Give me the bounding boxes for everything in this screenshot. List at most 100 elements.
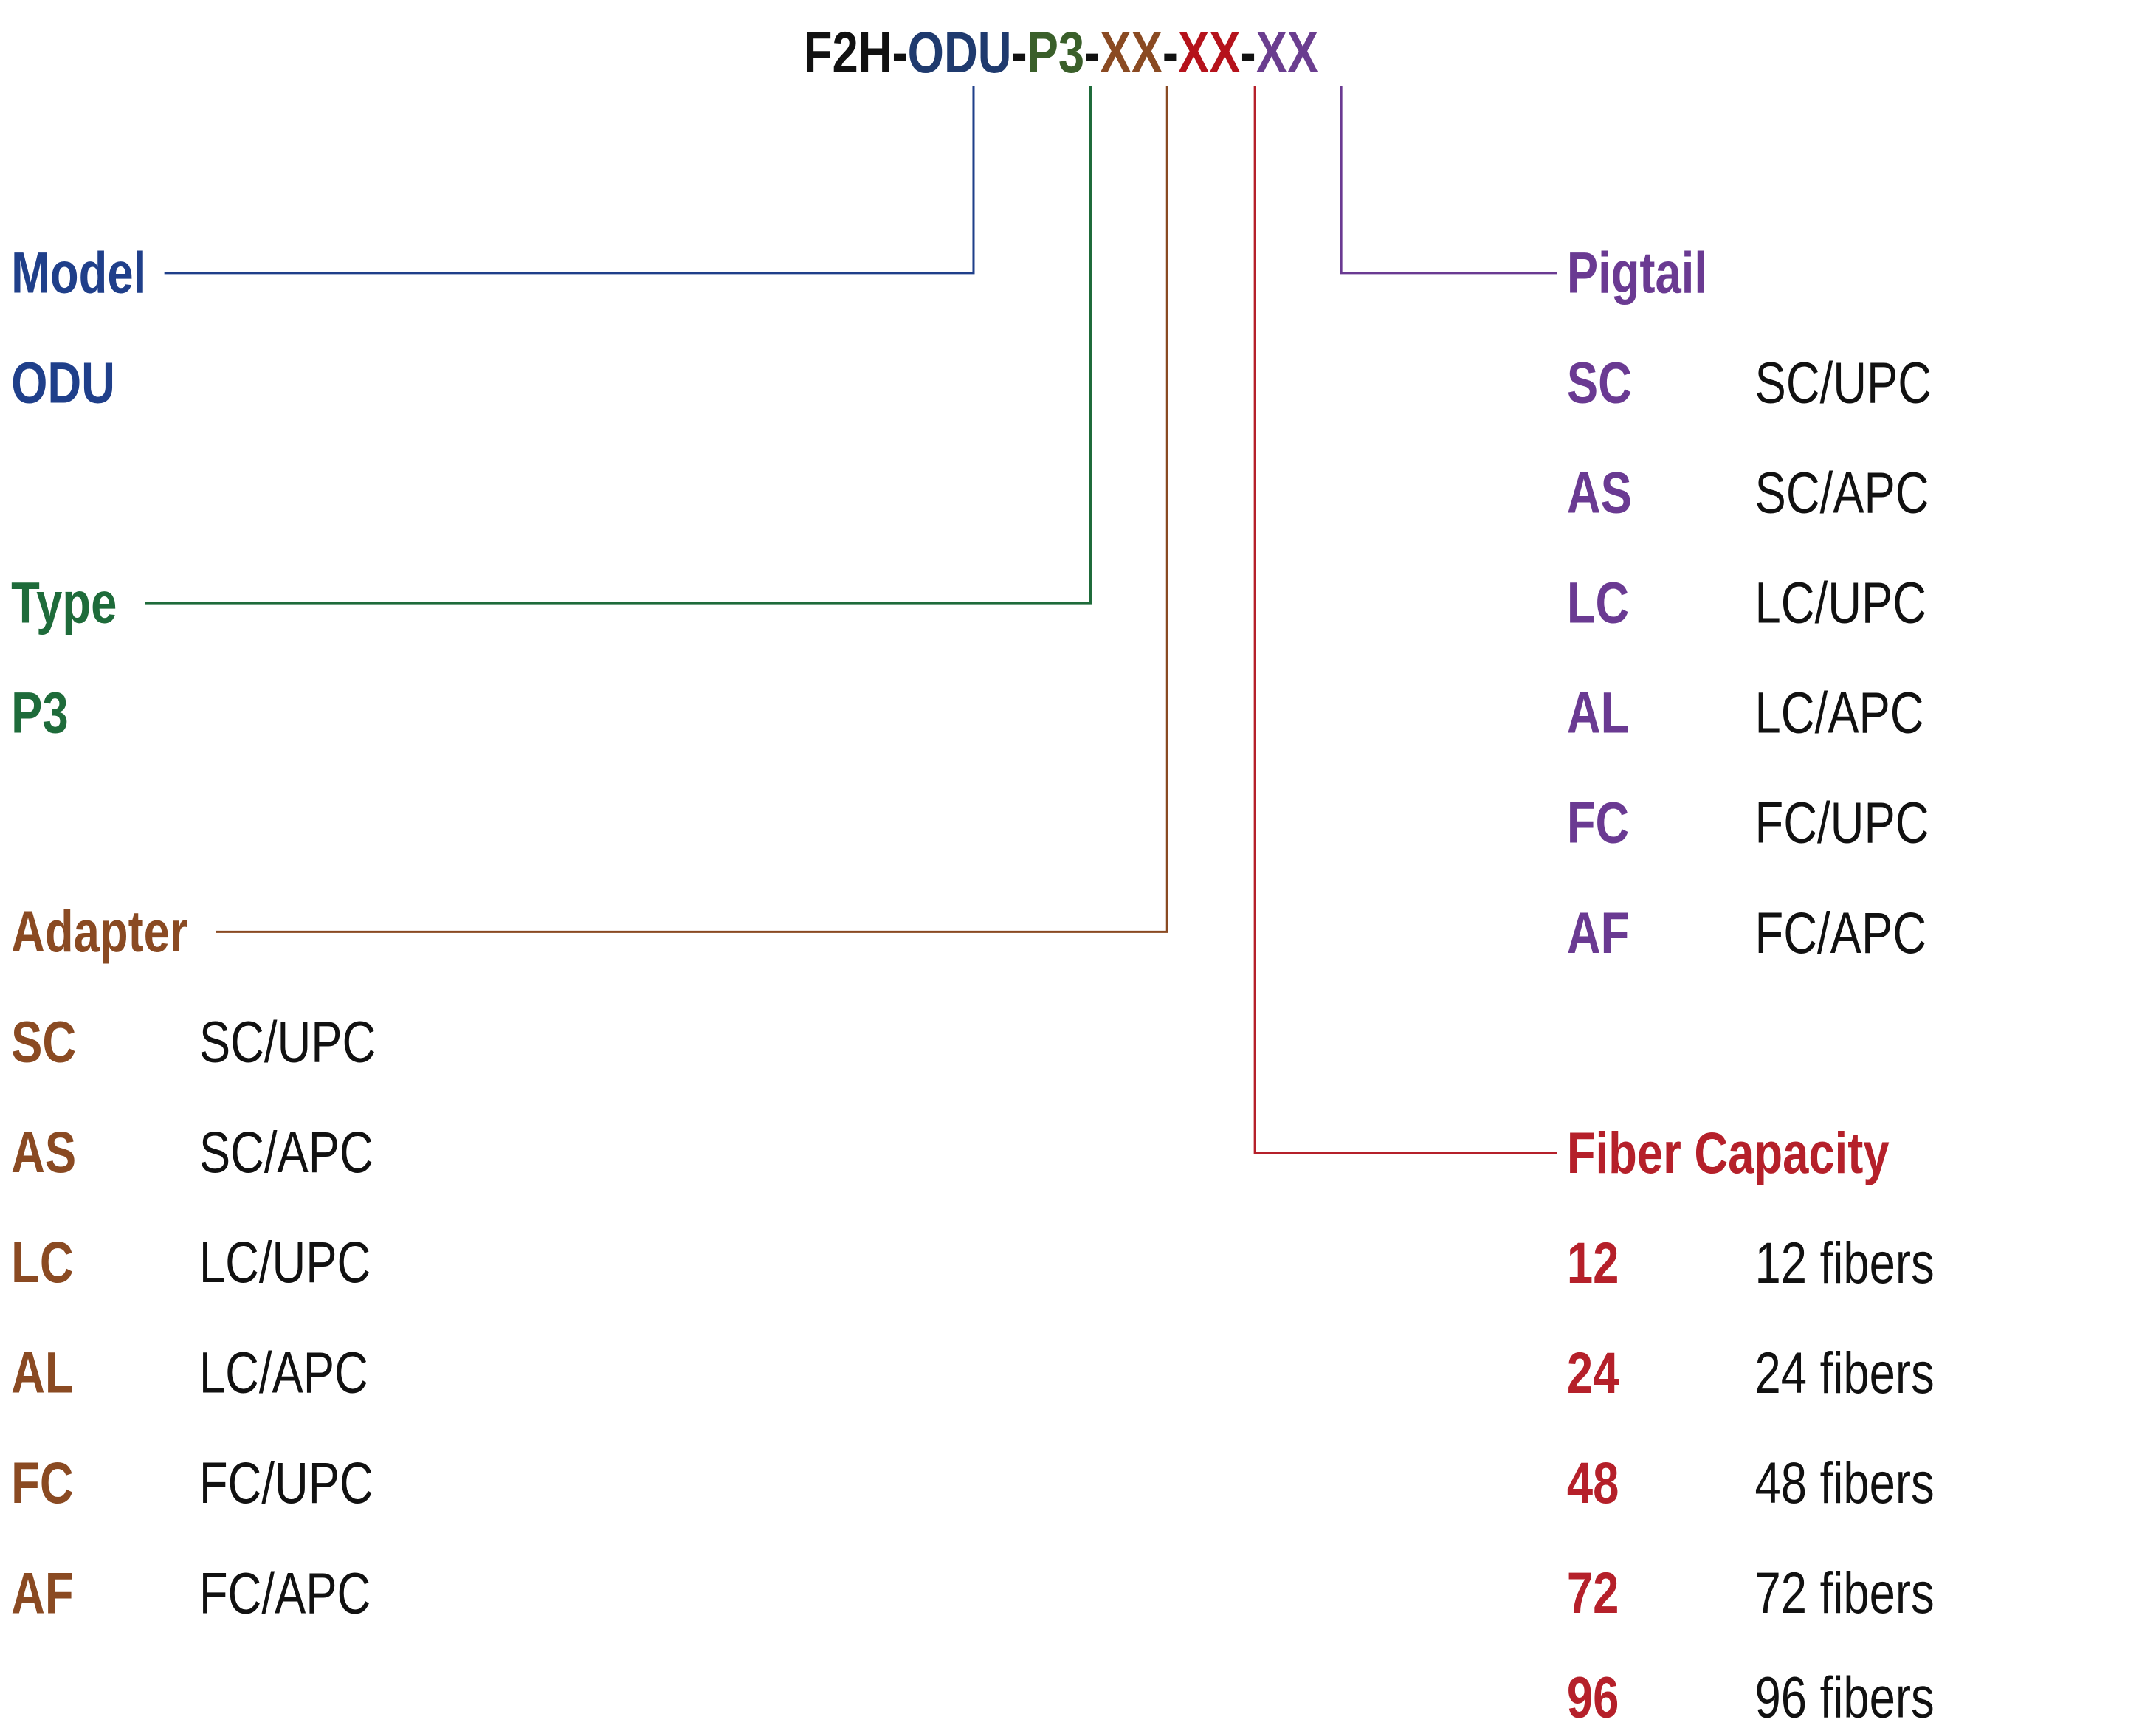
- option-code: FC: [11, 1450, 74, 1515]
- section-title: Pigtail: [1567, 241, 1707, 306]
- option-description-group: 24 fibers: [1755, 1340, 1935, 1405]
- option-description-group: FC/UPC: [1755, 791, 1929, 856]
- fiber-connector: [1253, 86, 1557, 1154]
- option-description-group: SC/APC: [1755, 461, 1929, 526]
- option-description-group: LC/UPC: [199, 1230, 371, 1295]
- adapter-connector: [216, 86, 1168, 933]
- option-description: 72 fibers: [1755, 1561, 1935, 1626]
- option-description-group: LC/UPC: [1755, 571, 1926, 636]
- code-segment: -: [1012, 21, 1027, 86]
- option-description: 96 fibers: [1755, 1665, 1935, 1728]
- option-description: LC/APC: [199, 1340, 368, 1405]
- option-description: LC/UPC: [1755, 571, 1926, 636]
- option-code-group: AL: [11, 1340, 74, 1405]
- option-description: LC/UPC: [199, 1230, 371, 1295]
- code-group: F2H-ODU-P3-XX-XX-XX: [804, 21, 1319, 86]
- option-code-group: FC: [1567, 791, 1630, 856]
- section-title-group: Type: [11, 571, 117, 636]
- option-code-group: AL: [1567, 681, 1630, 746]
- option-code: 24: [1567, 1340, 1619, 1405]
- code-segment: XX: [1178, 21, 1241, 86]
- option-description-group: FC/APC: [1755, 901, 1926, 965]
- option-code-group: SC: [1567, 351, 1632, 416]
- section-title: Model: [11, 241, 146, 306]
- option-code-group: 12: [1567, 1230, 1619, 1295]
- option-code-group: LC: [1567, 571, 1630, 636]
- option-code: ODU: [11, 351, 115, 416]
- option-code-group: LC: [11, 1230, 74, 1295]
- option-code: SC: [1567, 351, 1632, 416]
- option-description: FC/APC: [1755, 901, 1926, 965]
- option-description-group: FC/UPC: [199, 1450, 373, 1515]
- code-segment: -: [1163, 21, 1178, 86]
- option-code: AF: [1567, 901, 1630, 965]
- code-segment: -: [1241, 21, 1256, 86]
- option-code: SC: [11, 1010, 76, 1075]
- option-code: AS: [11, 1120, 76, 1185]
- option-code: AS: [1567, 461, 1632, 526]
- option-code: 48: [1567, 1450, 1619, 1515]
- option-code: AF: [11, 1561, 74, 1626]
- option-code-group: AS: [1567, 461, 1632, 526]
- labels: F2H-ODU-P3-XX-XX-XXModelODUTypeP3Adapter…: [11, 21, 1935, 1728]
- option-description: 48 fibers: [1755, 1450, 1935, 1515]
- option-code-group: ODU: [11, 351, 115, 416]
- option-code: 96: [1567, 1665, 1619, 1728]
- option-description-group: LC/APC: [1755, 681, 1924, 746]
- code-segment: ODU: [908, 21, 1012, 86]
- option-code-group: FC: [11, 1450, 74, 1515]
- option-description-group: SC/UPC: [199, 1010, 376, 1075]
- option-code-group: AF: [1567, 901, 1630, 965]
- option-description-group: 72 fibers: [1755, 1561, 1935, 1626]
- section-title-group: Model: [11, 241, 146, 306]
- option-code-group: 48: [1567, 1450, 1619, 1515]
- option-code-group: P3: [11, 681, 69, 746]
- option-description: FC/APC: [199, 1561, 371, 1626]
- code-segment: XX: [1100, 21, 1163, 86]
- option-code: P3: [11, 681, 69, 746]
- option-description: LC/APC: [1755, 681, 1924, 746]
- option-description: FC/UPC: [199, 1450, 373, 1515]
- part-code: F2H-ODU-P3-XX-XX-XX: [804, 21, 1319, 86]
- option-description: SC/UPC: [1755, 351, 1932, 416]
- section-title-group: Pigtail: [1567, 241, 1707, 306]
- option-code: LC: [1567, 571, 1630, 636]
- code-segment: P3: [1027, 21, 1085, 86]
- option-code-group: 96: [1567, 1665, 1619, 1728]
- option-description: SC/UPC: [199, 1010, 376, 1075]
- section-title-group: Fiber Capacity: [1567, 1121, 1890, 1185]
- option-description: SC/APC: [199, 1120, 373, 1185]
- section-title: Type: [11, 571, 117, 636]
- option-description: 24 fibers: [1755, 1340, 1935, 1405]
- option-code: 12: [1567, 1230, 1619, 1295]
- option-description-group: SC/APC: [199, 1120, 373, 1185]
- option-description-group: 12 fibers: [1755, 1230, 1935, 1295]
- option-code: 72: [1567, 1561, 1619, 1626]
- option-description-group: 96 fibers: [1755, 1665, 1935, 1728]
- option-description: FC/UPC: [1755, 791, 1929, 856]
- code-segment: F2H-: [804, 21, 908, 86]
- option-code-group: SC: [11, 1010, 76, 1075]
- model-connector: [164, 86, 975, 275]
- option-code: AL: [1567, 681, 1630, 746]
- section-title: Fiber Capacity: [1567, 1121, 1890, 1185]
- option-code-group: 72: [1567, 1561, 1619, 1626]
- code-segment: XX: [1256, 21, 1319, 86]
- pigtail-connector: [1340, 86, 1557, 275]
- section-title-group: Adapter: [11, 899, 188, 964]
- option-description-group: SC/UPC: [1755, 351, 1932, 416]
- option-code-group: AF: [11, 1561, 74, 1626]
- type-connector: [145, 86, 1092, 605]
- option-code: LC: [11, 1230, 74, 1295]
- option-description: SC/APC: [1755, 461, 1929, 526]
- section-title: Adapter: [11, 899, 188, 964]
- option-description-group: LC/APC: [199, 1340, 368, 1405]
- code-segment: -: [1084, 21, 1100, 86]
- option-description: 12 fibers: [1755, 1230, 1935, 1295]
- option-code: AL: [11, 1340, 74, 1405]
- option-code-group: 24: [1567, 1340, 1619, 1405]
- option-code-group: AS: [11, 1120, 76, 1185]
- option-code: FC: [1567, 791, 1630, 856]
